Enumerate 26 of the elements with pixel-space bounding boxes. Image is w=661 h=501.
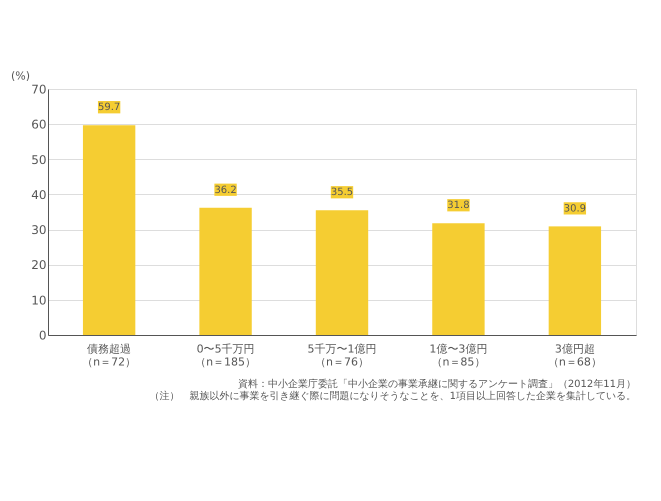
y-tick-label: 10: [31, 293, 46, 308]
bar: [432, 223, 485, 335]
y-tick-label: 30: [31, 223, 46, 238]
y-tick-label: 40: [31, 188, 46, 202]
y-tick-label: 20: [31, 258, 46, 272]
bar: [548, 226, 602, 335]
y-tick-label: 0: [38, 328, 46, 342]
data-label: 31.8: [447, 200, 470, 212]
x-tick-label: 0〜5千万円（n＝185）: [195, 342, 256, 368]
x-tick-label: 債務超過（n＝72）: [82, 342, 136, 368]
y-tick-label: 70: [31, 82, 46, 96]
bar: [316, 210, 368, 335]
text: 資料：中小企業庁委託「中小企業の事業承継に関するアンケート調査」（2012年11月）: [238, 378, 636, 390]
bar: [199, 208, 252, 335]
x-tick-label: 1億〜3億円（n＝85）: [429, 342, 488, 368]
data-label: 59.7: [98, 102, 120, 114]
y-tick-label: 50: [31, 152, 46, 167]
y-tick-label: 60: [31, 118, 46, 132]
text: （注） 親族以外に事業を引き継ぐ際に問題になりそうなことを、1項目以上回答した企業を集計している。: [150, 390, 636, 402]
x-tick-label: 3億円超（n＝68）: [548, 342, 602, 368]
data-label: 35.5: [330, 187, 354, 198]
y-axis-title: (%): [10, 70, 30, 82]
x-tick-label: 5千万〜1億円（n＝76）: [308, 342, 376, 368]
data-label: 30.9: [564, 203, 586, 214]
data-label: 36.2: [214, 184, 237, 196]
bar: [82, 125, 136, 335]
